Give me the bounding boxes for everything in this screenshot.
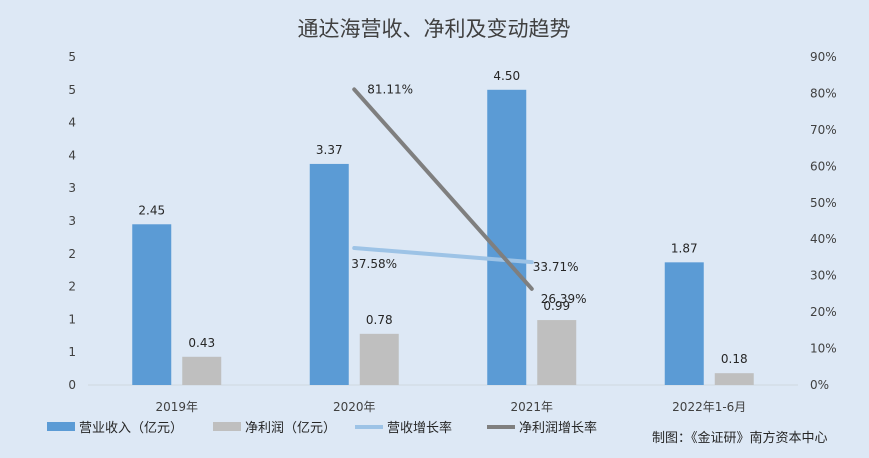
x-axis-tick-label: 2021年 <box>510 400 553 414</box>
right-axis-tick-label: 70% <box>810 123 837 137</box>
bar-revenue <box>132 224 172 385</box>
net-profit-growth-label: 81.11% <box>367 82 413 96</box>
bar-net-profit <box>359 333 399 385</box>
legend-label: 营业收入（亿元） <box>79 421 183 436</box>
left-axis-tick-label: 1 <box>68 345 76 359</box>
bar-data-label: 1.87 <box>671 241 698 255</box>
bar-data-label: 4.50 <box>493 69 520 83</box>
bar-revenue <box>487 89 527 386</box>
legend-label: 营收增长率 <box>387 420 452 436</box>
left-axis-tick-label: 5 <box>68 83 76 97</box>
legend-swatch <box>47 422 75 431</box>
credit-text: 制图：《金证研》南方资本中心 <box>652 430 828 446</box>
left-axis-tick-label: 0 <box>68 378 76 392</box>
left-axis-tick-label: 1 <box>68 312 76 326</box>
left-axis-tick-label: 5 <box>68 50 76 64</box>
x-axis-tick-label: 2019年 <box>155 400 198 414</box>
bar-net-profit <box>182 356 222 385</box>
bar-data-label: 0.43 <box>188 336 215 350</box>
legend-label: 净利润增长率 <box>519 420 597 436</box>
bar-data-label: 0.78 <box>366 313 393 327</box>
right-axis-tick-label: 50% <box>810 196 837 210</box>
right-axis-tick-label: 10% <box>810 342 837 356</box>
bar-data-label: 2.45 <box>138 203 165 217</box>
right-axis-tick-label: 30% <box>810 269 837 283</box>
right-axis-tick-label: 40% <box>810 232 837 246</box>
bar-data-label: 3.37 <box>316 143 343 157</box>
bar-data-label: 0.99 <box>543 299 570 313</box>
revenue-growth-label: 37.58% <box>351 257 397 271</box>
bar-revenue <box>664 262 704 385</box>
left-axis-tick-label: 3 <box>68 214 76 228</box>
right-axis-tick-label: 90% <box>810 50 837 64</box>
right-axis-tick-label: 20% <box>810 305 837 319</box>
line-net-profit-growth <box>352 87 534 291</box>
left-axis-tick-label: 4 <box>68 148 76 162</box>
right-axis-tick-label: 80% <box>810 86 837 100</box>
bar-data-label: 0.18 <box>721 352 748 366</box>
net-profit-growth-label: 26.39% <box>541 292 587 306</box>
x-axis-tick-label: 2020年 <box>333 400 376 414</box>
legend-label: 净利润（亿元） <box>245 421 336 436</box>
right-axis-tick-label: 0% <box>810 378 829 392</box>
line-revenue-growth <box>352 246 534 265</box>
revenue-growth-label: 33.71% <box>533 260 579 274</box>
x-axis-tick-label: 2022年1-6月 <box>672 400 746 414</box>
left-axis-tick-label: 2 <box>68 247 76 261</box>
left-axis-tick-label: 2 <box>68 280 76 294</box>
bar-revenue <box>309 163 349 385</box>
bar-net-profit <box>537 320 577 385</box>
right-axis-tick-label: 60% <box>810 159 837 173</box>
left-axis-tick-label: 3 <box>68 181 76 195</box>
bar-net-profit <box>714 373 754 385</box>
chart-title: 通达海营收、净利及变动趋势 <box>298 17 571 41</box>
legend-swatch <box>213 422 241 431</box>
left-axis-tick-label: 4 <box>68 116 76 130</box>
